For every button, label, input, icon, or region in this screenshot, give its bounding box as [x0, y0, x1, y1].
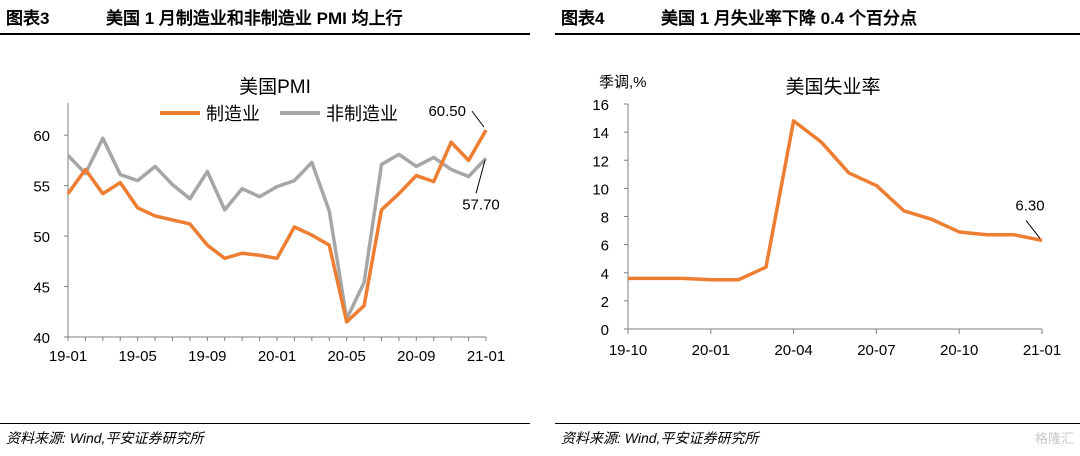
- pmi-y-tick-label: 55: [33, 179, 50, 196]
- pmi-y-tick-label: 50: [33, 229, 50, 246]
- unemployment-y-tick-label: 6: [601, 238, 609, 255]
- pmi-x-tick-label: 20-05: [327, 348, 365, 365]
- unemployment-rate-line: [628, 119, 1043, 282]
- unemployment-x-tick-label: 20-01: [692, 342, 730, 359]
- unemployment-annotation-leader: [1025, 220, 1041, 239]
- unemployment-y-axis-label: 季调,%: [599, 74, 647, 91]
- unemployment-source: 资料来源: Wind,平安证券研究所: [561, 430, 759, 446]
- pmi-annotation-leader: [475, 160, 486, 194]
- pmi-x-tick-label: 21-01: [467, 348, 505, 365]
- pmi-y-tick-label: 45: [33, 280, 50, 297]
- unemployment-y-tick-label: 14: [592, 125, 609, 142]
- unemployment-x-tick-label: 20-04: [774, 342, 812, 359]
- unemployment-x-tick-label: 19-10: [609, 342, 647, 359]
- pmi-x-tick-label: 19-05: [118, 348, 156, 365]
- pmi-annotation-label: 60.50: [428, 103, 466, 120]
- pmi-annotation-leader: [471, 110, 485, 128]
- pmi-panel-heading: 图表3 美国 1 月制造业和非制造业 PMI 均上行: [6, 4, 403, 29]
- unemployment-bottom-rule: [555, 423, 1080, 424]
- unemployment-x-tick-label: 21-01: [1023, 342, 1061, 359]
- unemployment-chart-title: 美国失业率: [785, 76, 880, 98]
- unemployment-chart: 0 2 4 6 8 10 12 14 16 19-10 20-01 20-04 20-07 20-10 21…: [592, 74, 1061, 359]
- unemployment-annotation-label: 6.30: [1015, 197, 1044, 214]
- non-manufacturing-pmi-line: [66, 136, 488, 321]
- pmi-x-tick-label: 20-09: [397, 348, 435, 365]
- unemployment-y-tick-label: 10: [592, 181, 609, 198]
- unemployment-y-tick-label: 4: [601, 266, 609, 283]
- pmi-x-tick-label: 19-09: [188, 348, 226, 365]
- pmi-bottom-rule: [0, 423, 530, 424]
- pmi-x-tick-label: 19-01: [49, 348, 87, 365]
- unemployment-y-tick-label: 2: [601, 294, 609, 311]
- unemployment-y-tick-label: 0: [601, 322, 609, 339]
- watermark-logo: 格隆汇: [1034, 431, 1074, 446]
- pmi-fig-label: 图表3: [6, 9, 50, 28]
- unemployment-y-tick-label: 8: [601, 210, 609, 227]
- pmi-annotation-label: 57.70: [462, 196, 500, 213]
- pmi-chart: 40 45 50 55 60 19-01 19-05 19-09 20-01 20-05 20-09…: [33, 76, 505, 365]
- unemployment-panel-heading: 图表4 美国 1 月失业率下降 0.4 个百分点: [561, 4, 917, 29]
- pmi-top-rule: [0, 33, 530, 35]
- unemployment-x-tick-label: 20-07: [857, 342, 895, 359]
- unemployment-y-tick-label: 12: [592, 153, 609, 170]
- pmi-heading-text: 美国 1 月制造业和非制造业 PMI 均上行: [106, 9, 403, 28]
- pmi-source: 资料来源: Wind,平安证券研究所: [6, 430, 204, 446]
- manufacturing-pmi-line: [66, 129, 488, 324]
- unemployment-fig-label: 图表4: [561, 9, 605, 28]
- pmi-x-tick-label: 20-01: [258, 348, 296, 365]
- unemployment-y-tick-label: 16: [592, 97, 609, 114]
- pmi-chart-title: 美国PMI: [239, 76, 311, 98]
- pmi-legend-label: 制造业: [206, 104, 260, 124]
- unemployment-panel: 图表4 美国 1 月失业率下降 0.4 个百分点 0 2 4 6 8 10 12 14 16 19-…: [555, 0, 1080, 456]
- unemployment-heading-text: 美国 1 月失业率下降 0.4 个百分点: [661, 9, 917, 28]
- pmi-legend-label: 非制造业: [326, 104, 398, 124]
- pmi-panel: 图表3 美国 1 月制造业和非制造业 PMI 均上行 40 45 50 55 60 19-0…: [0, 0, 530, 456]
- pmi-y-tick-label: 40: [33, 330, 50, 347]
- unemployment-top-rule: [555, 33, 1080, 35]
- unemployment-x-tick-label: 20-10: [940, 342, 978, 359]
- pmi-y-tick-label: 60: [33, 128, 50, 145]
